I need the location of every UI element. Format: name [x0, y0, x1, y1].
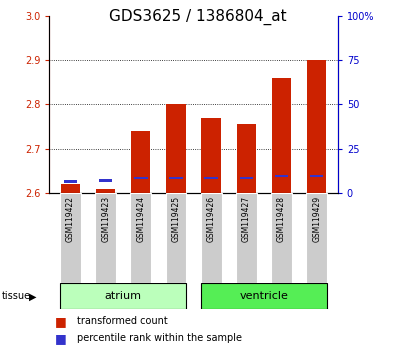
Text: ▶: ▶ — [29, 291, 36, 301]
Text: GSM119425: GSM119425 — [171, 196, 181, 242]
Bar — [60, 283, 186, 309]
Text: percentile rank within the sample: percentile rank within the sample — [77, 333, 242, 343]
Bar — [130, 193, 151, 283]
Text: GSM119424: GSM119424 — [136, 196, 145, 242]
Bar — [134, 177, 148, 179]
Bar — [166, 193, 186, 283]
Text: ■: ■ — [55, 332, 67, 344]
Text: tissue: tissue — [2, 291, 31, 301]
Bar — [166, 104, 186, 193]
Text: GSM119426: GSM119426 — [207, 196, 216, 242]
Text: GDS3625 / 1386804_at: GDS3625 / 1386804_at — [109, 9, 286, 25]
Bar — [204, 177, 218, 179]
Bar — [201, 283, 327, 309]
Bar — [64, 180, 77, 183]
Bar — [201, 118, 221, 193]
Text: GSM119429: GSM119429 — [312, 196, 321, 242]
Bar — [61, 184, 80, 193]
Text: ventricle: ventricle — [239, 291, 288, 301]
Bar — [169, 177, 183, 179]
Text: ■: ■ — [55, 315, 67, 328]
Bar — [271, 193, 292, 283]
Text: GSM119423: GSM119423 — [101, 196, 110, 242]
Bar — [272, 78, 291, 193]
Bar — [310, 175, 324, 177]
Bar — [275, 175, 288, 177]
Text: transformed count: transformed count — [77, 316, 168, 326]
Bar — [201, 193, 222, 283]
Bar — [96, 189, 115, 193]
Bar — [306, 193, 327, 283]
Text: GSM119422: GSM119422 — [66, 196, 75, 242]
Text: GSM119427: GSM119427 — [242, 196, 251, 242]
Text: atrium: atrium — [105, 291, 142, 301]
Bar — [60, 193, 81, 283]
Bar — [239, 177, 253, 179]
Text: GSM119428: GSM119428 — [277, 196, 286, 242]
Bar — [237, 124, 256, 193]
Bar — [131, 131, 150, 193]
Bar — [307, 60, 326, 193]
Bar — [95, 193, 116, 283]
Bar — [236, 193, 257, 283]
Bar — [99, 179, 113, 182]
